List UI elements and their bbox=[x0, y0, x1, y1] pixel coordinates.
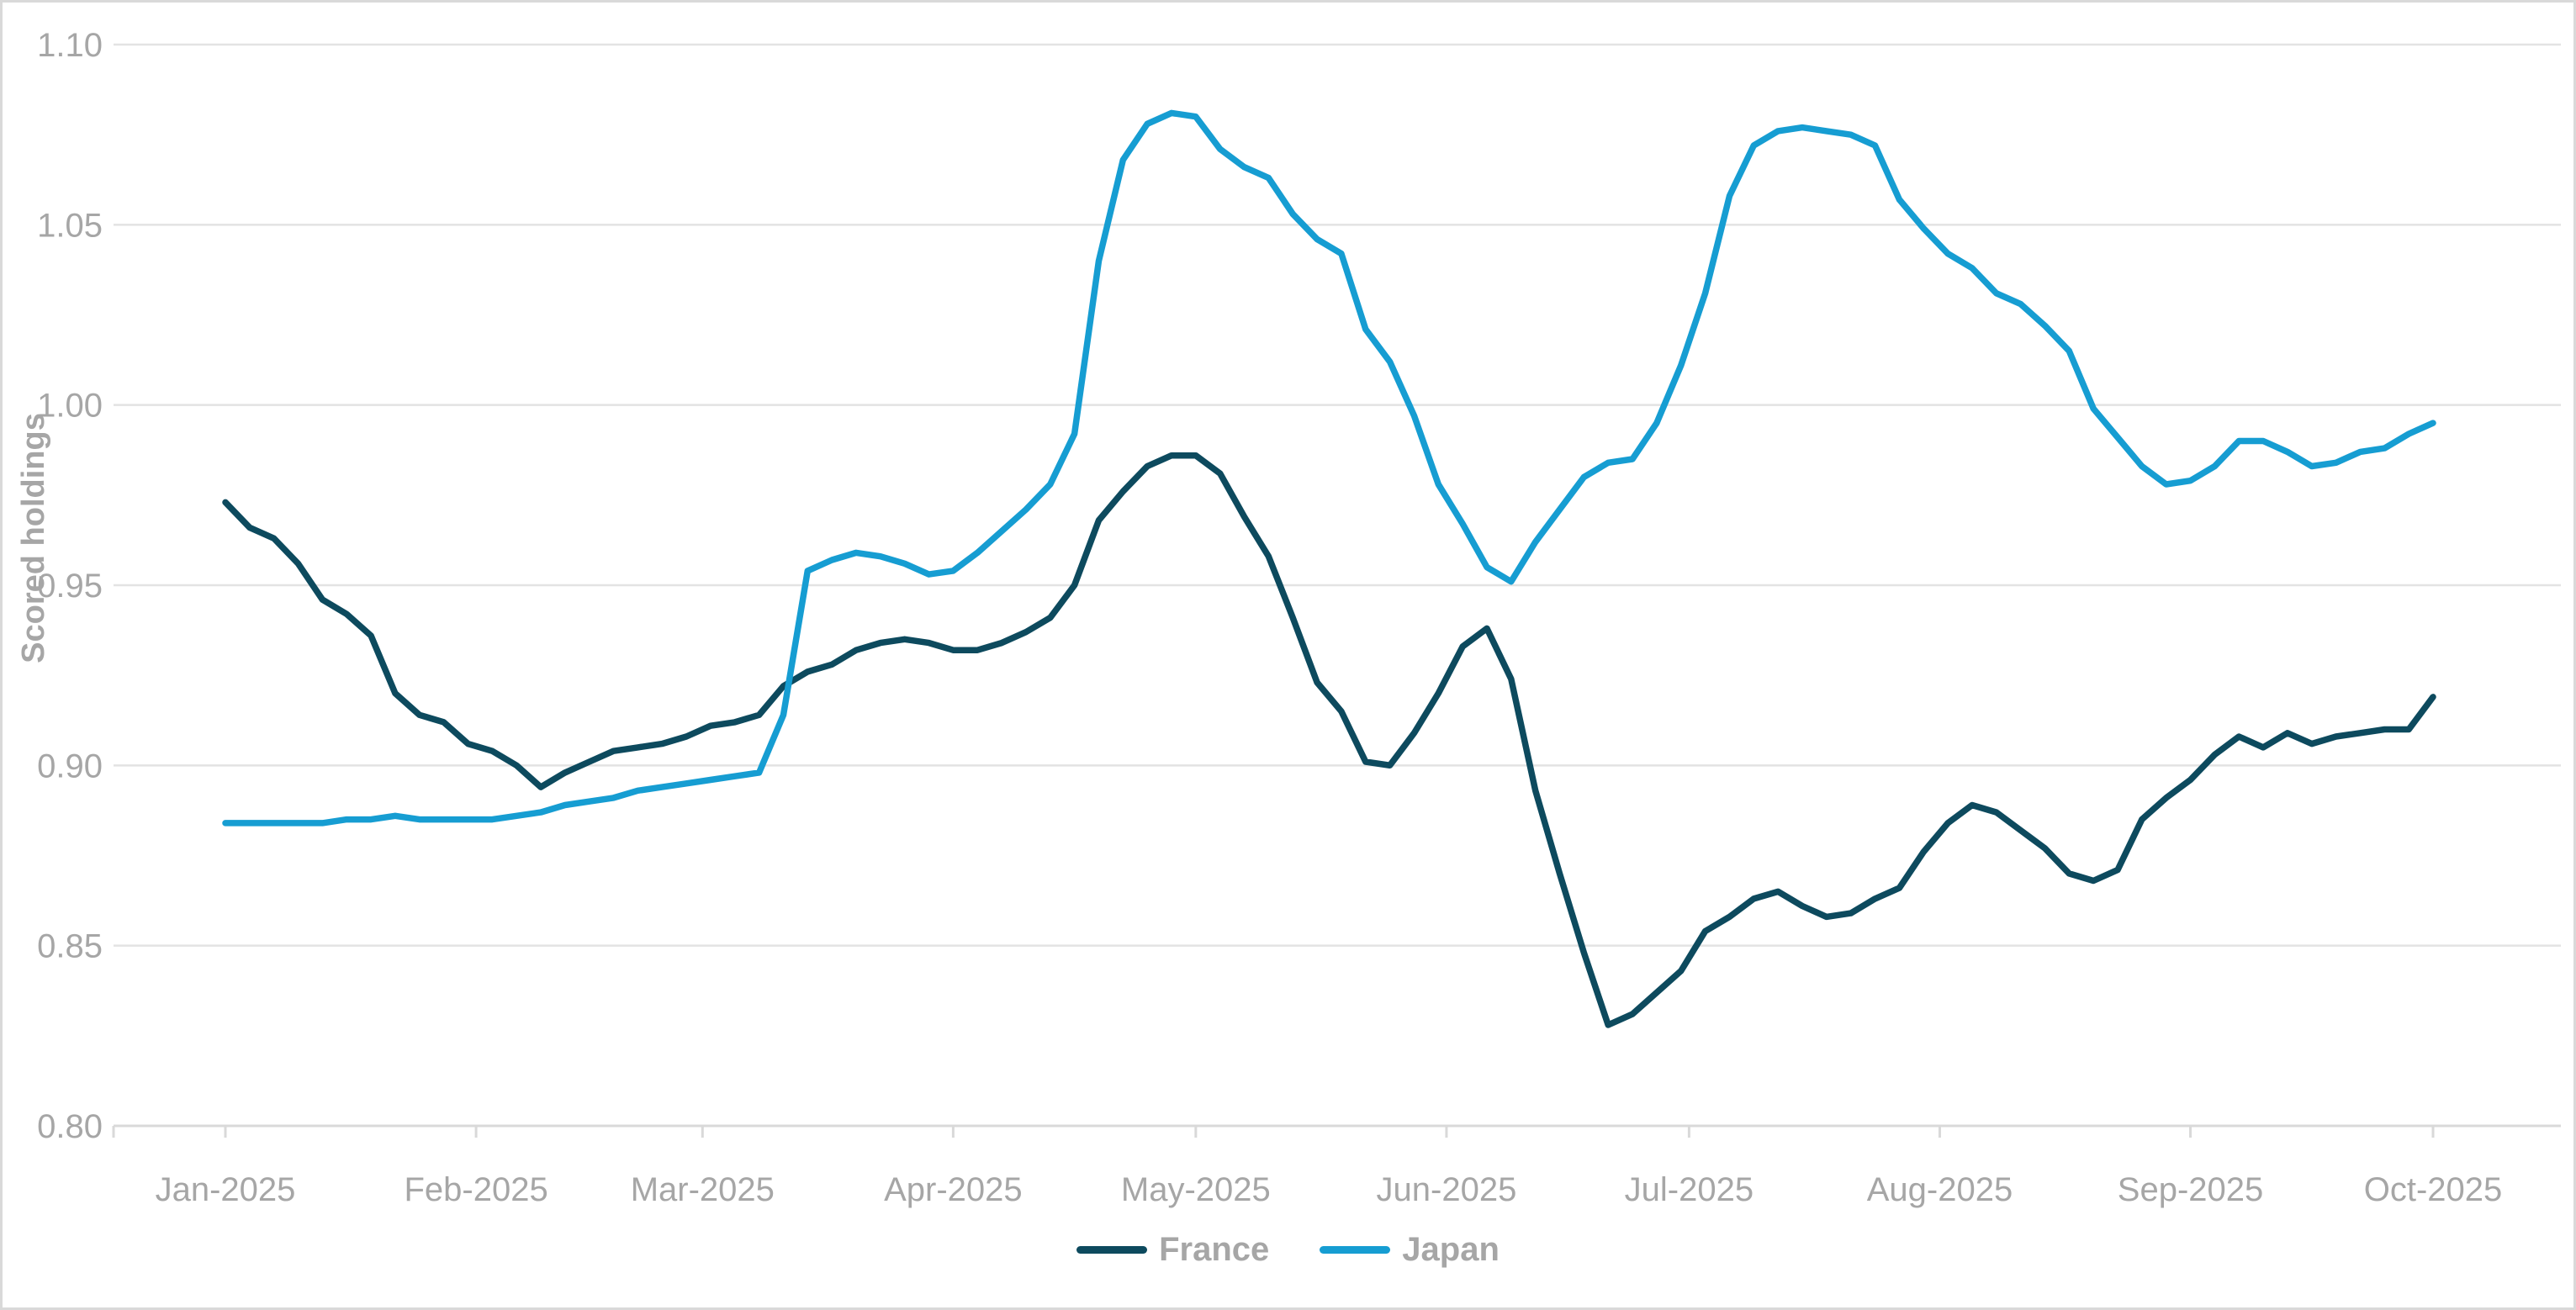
legend-label-japan: Japan bbox=[1402, 1231, 1500, 1268]
x-axis-tick-label: Feb-2025 bbox=[404, 1171, 547, 1208]
x-axis-tick-label: Jun-2025 bbox=[1377, 1171, 1517, 1208]
y-axis-tick-label: 1.10 bbox=[37, 27, 103, 64]
x-axis-tick-label: Jan-2025 bbox=[156, 1171, 296, 1208]
y-axis-tick-label: 0.95 bbox=[37, 568, 103, 605]
x-axis-tick-label: Sep-2025 bbox=[2118, 1171, 2263, 1208]
legend-item-france: France bbox=[1076, 1233, 1269, 1266]
x-axis-tick-label: Aug-2025 bbox=[1867, 1171, 2013, 1208]
y-axis-tick-label: 1.05 bbox=[37, 207, 103, 244]
chart-legend: France Japan bbox=[0, 1233, 2576, 1266]
x-axis-tick-label: May-2025 bbox=[1121, 1171, 1271, 1208]
japan-line bbox=[222, 109, 2436, 827]
x-axis-tick-label: Mar-2025 bbox=[631, 1171, 775, 1208]
y-axis-tick-label: 0.85 bbox=[37, 928, 103, 965]
japan-line-swatch-icon bbox=[1320, 1245, 1391, 1254]
y-axis-tick-label: 0.80 bbox=[37, 1108, 103, 1145]
x-axis-tick-label: Oct-2025 bbox=[2364, 1171, 2503, 1208]
legend-item-japan: Japan bbox=[1320, 1233, 1500, 1266]
y-axis-title: Scored holdings bbox=[16, 413, 51, 663]
france-line bbox=[222, 452, 2436, 1028]
y-axis-tick-label: 0.90 bbox=[37, 747, 103, 784]
x-axis-tick-label: Apr-2025 bbox=[884, 1171, 1023, 1208]
legend-label-france: France bbox=[1159, 1231, 1270, 1268]
y-axis-tick-label: 1.00 bbox=[37, 388, 103, 425]
x-axis-tick-label: Jul-2025 bbox=[1625, 1171, 1753, 1208]
france-line-swatch-icon bbox=[1076, 1245, 1148, 1254]
